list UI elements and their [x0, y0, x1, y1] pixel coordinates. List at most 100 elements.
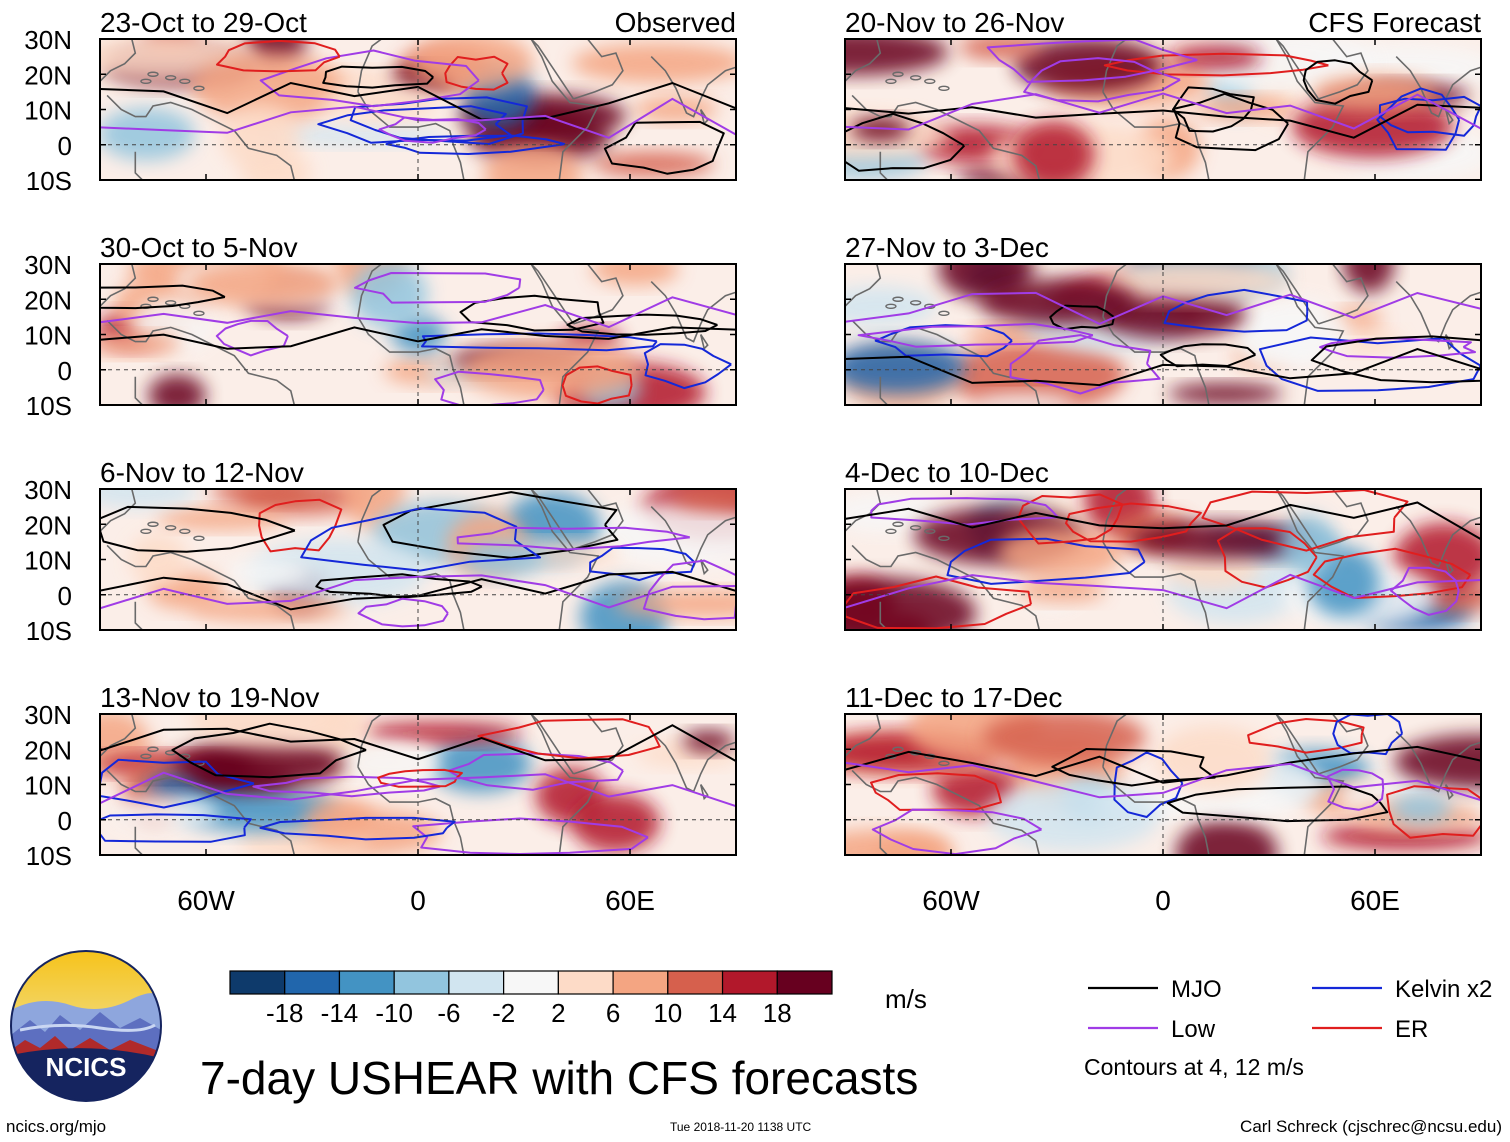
map-panel: [845, 714, 1481, 855]
coastline: [357, 264, 383, 318]
coastline: [1198, 489, 1345, 630]
coastline: [134, 601, 143, 630]
colorbar-tick-label: 14: [708, 998, 737, 1028]
island: [938, 760, 950, 767]
anomaly-patch: [1194, 96, 1293, 120]
coastline: [1102, 489, 1128, 543]
anomaly-patch: [1167, 383, 1283, 405]
coastline: [1275, 39, 1320, 100]
contour-line: [259, 816, 456, 841]
contour-line: [1332, 714, 1404, 756]
anomaly-patch: [113, 796, 220, 830]
lon-tick-label: 60E: [1350, 885, 1400, 916]
island: [892, 71, 904, 77]
legend-label: Low: [1171, 1016, 1216, 1043]
legend-layer: MJO Kelvin x2 Low ER: [1088, 976, 1492, 1043]
anomaly-patch: [174, 737, 344, 791]
anomaly-patch: [1291, 95, 1454, 158]
island: [885, 78, 897, 85]
website-link[interactable]: ncics.org/mjo: [6, 1117, 106, 1136]
contour-line: [444, 55, 509, 91]
contour-line: [100, 813, 252, 843]
colorbar-swatch: [448, 970, 505, 995]
colorbar-swatch: [229, 970, 286, 995]
anomaly-patch: [100, 107, 196, 161]
anomaly-patch: [1343, 264, 1395, 293]
island: [938, 535, 950, 542]
colorbar-swatch: [503, 970, 559, 995]
contour-line: [377, 768, 463, 788]
contour-line: [845, 501, 1481, 541]
coastline: [1102, 541, 1210, 630]
contour-line: [1376, 87, 1461, 151]
island: [909, 75, 922, 81]
colorbar-tick-label: 18: [763, 998, 792, 1028]
anomaly-patch: [1175, 819, 1278, 855]
coastline: [591, 854, 592, 855]
coastline: [851, 94, 1041, 180]
map-panel: [100, 714, 736, 855]
coastline: [357, 489, 383, 543]
coastline: [650, 281, 736, 343]
contour-line: [1216, 527, 1318, 589]
contour-line: [561, 365, 633, 405]
contour-line: [421, 332, 658, 352]
contour-line: [845, 761, 1481, 802]
island: [193, 310, 205, 317]
coastline: [530, 39, 575, 100]
coastline: [106, 319, 296, 405]
island: [140, 78, 152, 85]
lat-tick-label: 20N: [24, 60, 72, 90]
coastline: [1318, 714, 1369, 775]
lat-tick-label: 30N: [24, 25, 72, 55]
island: [885, 303, 897, 309]
contour-line: [100, 505, 296, 553]
anomaly-patch: [248, 538, 428, 606]
lat-tick-label: 30N: [24, 475, 72, 505]
panel-grid: [100, 39, 1481, 855]
coastline: [650, 56, 736, 118]
contour-line: [871, 808, 1043, 855]
colorbar-swatch: [721, 970, 778, 995]
anomaly-patch: [129, 533, 188, 586]
colorbar-tick-label: 2: [551, 998, 565, 1028]
coastline: [591, 404, 592, 405]
anomaly-patch: [845, 39, 949, 76]
coastline: [1102, 316, 1210, 405]
coastline: [1275, 264, 1320, 325]
island: [147, 71, 159, 77]
contour-line: [385, 134, 566, 155]
contour-line: [566, 313, 718, 336]
anomaly-patch: [1336, 329, 1401, 354]
colorbar-tick-label: -18: [266, 998, 304, 1028]
contour-line: [845, 575, 1032, 630]
anomaly-patch: [304, 798, 376, 844]
coastline: [1275, 714, 1320, 775]
coastline: [879, 376, 888, 405]
map-panel: [100, 39, 736, 180]
contour-line: [1009, 334, 1161, 395]
anomaly-patch: [1129, 521, 1313, 559]
island: [193, 535, 205, 542]
island: [164, 525, 177, 531]
contour-line: [1166, 785, 1389, 823]
contour-line: [100, 758, 255, 809]
map-panel: [100, 489, 736, 630]
anomaly-patch: [1013, 121, 1095, 180]
panel-period-label: 6-Nov to 12-Nov: [100, 457, 304, 488]
anomaly-patch: [223, 560, 310, 586]
chart-title: 7-day USHEAR with CFS forecasts: [200, 1052, 918, 1104]
coastline: [1336, 629, 1337, 630]
coastline: [1318, 39, 1369, 100]
island: [892, 296, 904, 302]
contour-line: [100, 326, 736, 350]
island: [909, 525, 922, 531]
contour-line: [349, 96, 528, 145]
map-panel: [100, 264, 736, 405]
anomaly-patch: [155, 507, 288, 530]
anomaly-patch: [845, 492, 945, 534]
contour-line: [1378, 95, 1481, 137]
contour-line: [857, 322, 1094, 348]
island: [892, 746, 904, 752]
contour-line: [1326, 768, 1385, 811]
